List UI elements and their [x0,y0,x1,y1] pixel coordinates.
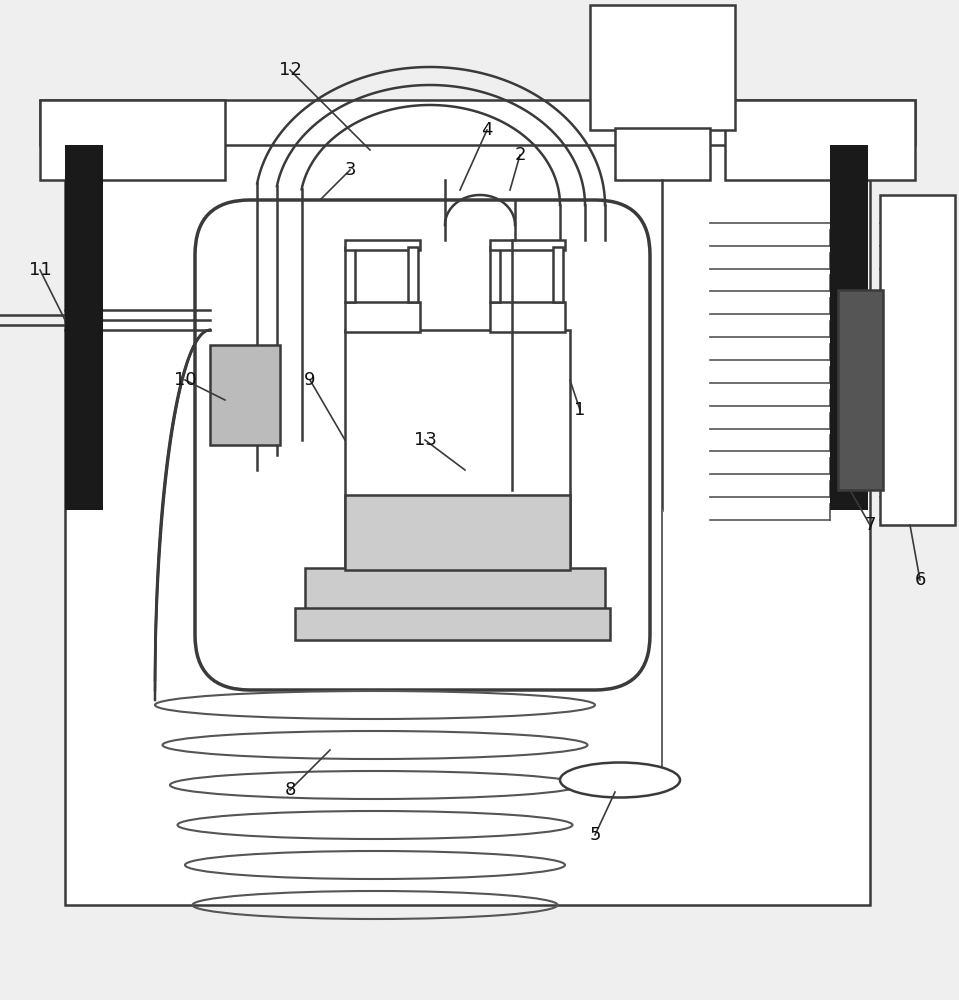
Bar [305,568,605,610]
Bar [65,145,103,510]
Bar [65,120,870,905]
Bar [553,247,563,302]
Text: 12: 12 [278,61,301,79]
Ellipse shape [560,762,680,798]
Bar [490,302,565,332]
Bar [408,247,418,302]
Bar [40,100,915,145]
Text: 5: 5 [589,826,600,844]
Bar [490,247,500,302]
Text: 8: 8 [284,781,295,799]
Bar [725,100,915,180]
Bar [345,495,570,570]
FancyBboxPatch shape [195,200,650,690]
Text: 1: 1 [574,401,586,419]
Text: 2: 2 [514,146,526,164]
Bar [345,302,420,332]
Text: 3: 3 [344,161,356,179]
Bar [830,145,868,510]
Bar [615,128,710,180]
Bar [590,5,735,130]
Bar [40,100,225,180]
Text: 7: 7 [864,516,876,534]
Bar [345,330,570,570]
Bar [295,608,610,640]
Bar [838,290,883,490]
Bar [345,247,355,302]
Bar [345,240,420,250]
Bar [880,195,955,525]
Text: 9: 9 [304,371,316,389]
Bar [490,240,565,250]
Text: 10: 10 [174,371,197,389]
Text: 6: 6 [914,571,925,589]
Bar [210,345,280,445]
Text: 13: 13 [413,431,436,449]
Text: 11: 11 [29,261,52,279]
Text: 4: 4 [481,121,493,139]
